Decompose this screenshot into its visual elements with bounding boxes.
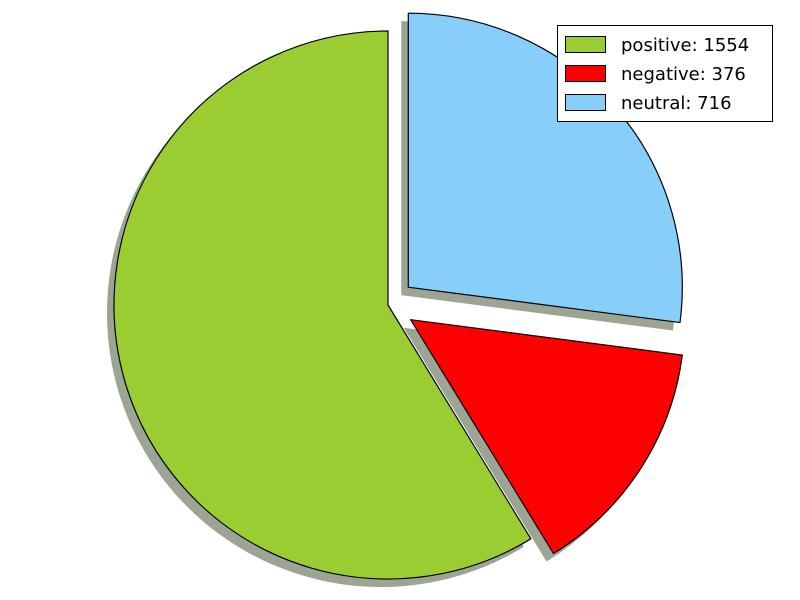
pie-slice-negative <box>410 319 683 555</box>
pie-slice-positive <box>113 30 532 580</box>
legend-label-positive: positive: 1554 <box>621 35 749 56</box>
legend-swatch-positive <box>565 36 606 53</box>
legend-swatch-neutral <box>565 94 606 111</box>
legend: positive: 1554 negative: 376 neutral: 71… <box>557 25 773 122</box>
legend-label-negative: negative: 376 <box>621 64 746 85</box>
legend-label-neutral: neutral: 716 <box>621 93 732 114</box>
legend-swatch-negative <box>565 65 606 82</box>
pie-slices <box>113 12 683 580</box>
